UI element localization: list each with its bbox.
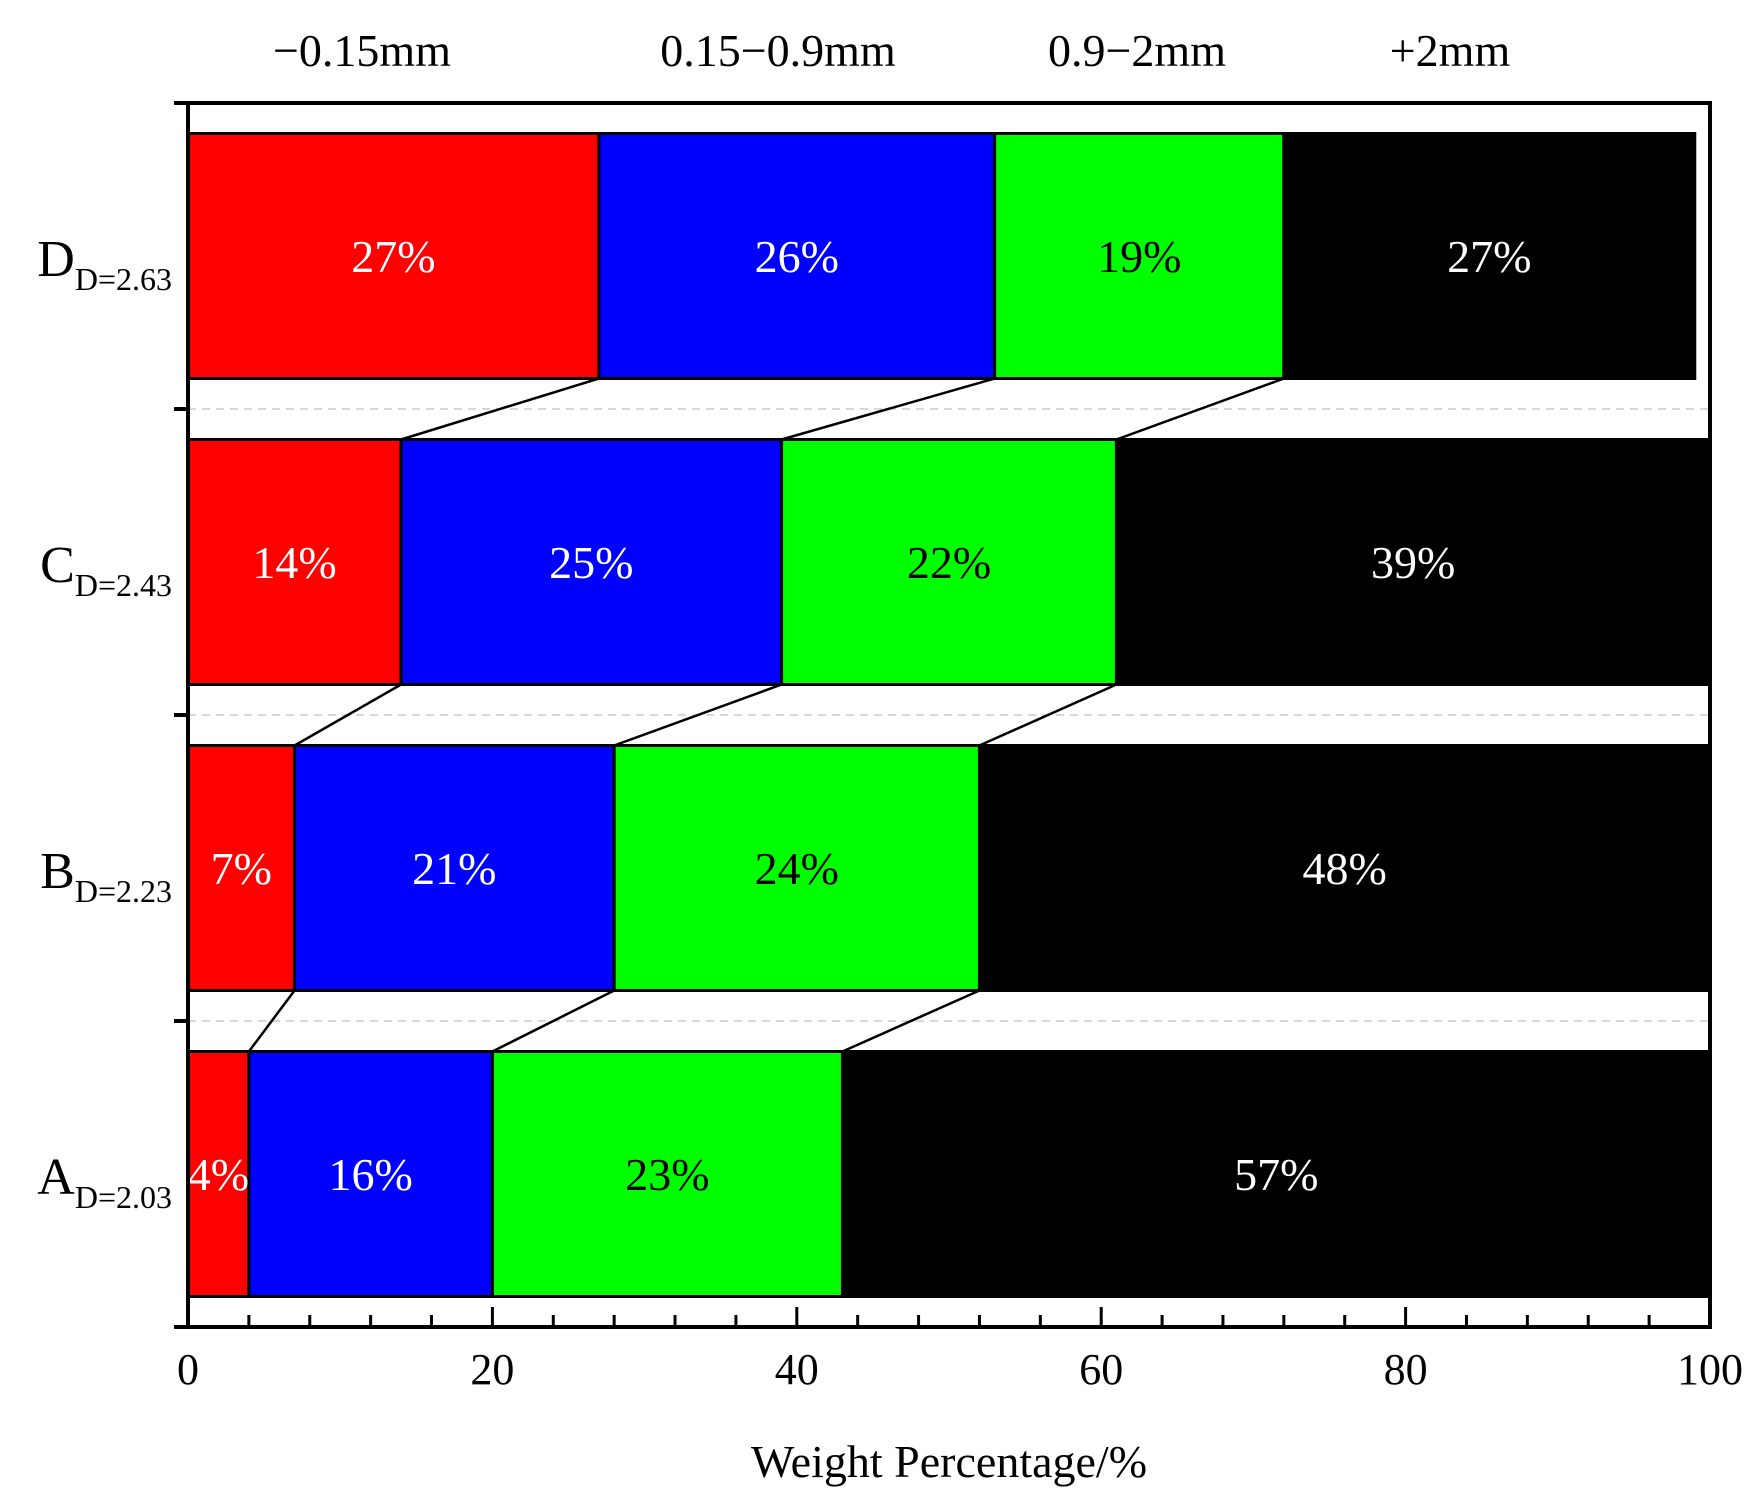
category-subscript: D=2.43 (75, 567, 172, 603)
category-letter: B (40, 843, 75, 900)
data-label-D-series-3: 19% (1097, 231, 1181, 282)
data-label-B-series-1: 7% (211, 843, 272, 894)
data-label-A-series-2: 16% (328, 1149, 412, 1200)
category-letter: D (37, 231, 75, 288)
data-label-D-series-1: 27% (351, 231, 435, 282)
connector-line (491, 989, 615, 1053)
connector-line (841, 989, 980, 1053)
data-label-B-series-4: 48% (1303, 843, 1387, 894)
data-labels: 4% 16% 23% 57% 7% 21% 24% 48% 14% 25% 22% 39% 27% 26%… (188, 231, 1532, 1200)
data-label-A-series-3: 23% (625, 1149, 709, 1200)
data-label-A-series-1: 4% (188, 1149, 249, 1200)
data-label-C-series-2: 25% (549, 537, 633, 588)
bar-B-series-4 (977, 744, 1712, 992)
bar-D-series-1 (186, 132, 601, 380)
legend-entry-3: 0.9−2mm (1048, 25, 1226, 76)
bar-D-series-3 (993, 132, 1286, 380)
connector-line (1115, 377, 1285, 441)
data-label-D-series-4: 27% (1447, 231, 1531, 282)
bar-D-series-4 (1282, 132, 1697, 380)
connector-line (400, 377, 600, 441)
category-letter: A (37, 1149, 75, 1206)
bar-C-series-4 (1114, 438, 1712, 686)
legend: −0.15mm 0.15−0.9mm 0.9−2mm +2mm (273, 25, 1510, 76)
y-tick-label-A: AD=2.03 (37, 1149, 172, 1215)
bar-C-series-2 (399, 438, 784, 686)
bar-C-series-1 (186, 438, 403, 686)
x-tick-label: 0 (177, 1345, 199, 1394)
bar-B-series-3 (612, 744, 981, 992)
data-label-B-series-2: 21% (412, 843, 496, 894)
bar-A-series-2 (247, 1050, 494, 1298)
bar-A-series-3 (490, 1050, 844, 1298)
x-tick-label: 20 (470, 1345, 514, 1394)
connector-line (293, 683, 402, 747)
x-axis-title: Weight Percentage/% (751, 1436, 1147, 1487)
legend-entry-4: +2mm (1390, 25, 1511, 76)
y-tick-label-B: BD=2.23 (40, 843, 172, 909)
x-tick-label: 100 (1677, 1345, 1743, 1394)
data-label-C-series-1: 14% (252, 537, 336, 588)
connector-line (978, 683, 1117, 747)
y-tick-label-D: DD=2.63 (37, 231, 172, 297)
data-label-C-series-3: 22% (907, 537, 991, 588)
x-tick-label: 80 (1384, 1345, 1428, 1394)
bar-D-series-2 (597, 132, 997, 380)
bar-segments (186, 132, 1712, 1298)
data-label-B-series-3: 24% (755, 843, 839, 894)
bar-A-series-4 (840, 1050, 1712, 1298)
legend-entry-1: −0.15mm (273, 25, 451, 76)
x-tick-label: 60 (1079, 1345, 1123, 1394)
series-connector-lines (247, 377, 1285, 1053)
category-subscript: D=2.03 (75, 1179, 172, 1215)
x-axis: 0 20 40 60 80 100 (177, 1307, 1743, 1394)
category-subscript: D=2.23 (75, 873, 172, 909)
connector-line (613, 683, 783, 747)
connector-line (781, 377, 996, 441)
y-axis: AD=2.03 BD=2.23 CD=2.43 DD=2.63 (37, 101, 188, 1329)
x-tick-label: 40 (775, 1345, 819, 1394)
bar-B-series-2 (293, 744, 616, 992)
data-label-C-series-4: 39% (1371, 537, 1455, 588)
category-letter: C (40, 537, 75, 594)
category-subscript: D=2.63 (75, 261, 172, 297)
legend-entry-2: 0.15−0.9mm (660, 25, 896, 76)
bar-C-series-3 (780, 438, 1118, 686)
y-tick-label-C: CD=2.43 (40, 537, 172, 603)
connector-line (247, 989, 296, 1053)
data-label-A-series-4: 57% (1234, 1149, 1318, 1200)
data-label-D-series-2: 26% (755, 231, 839, 282)
gridlines (188, 408, 1710, 1022)
